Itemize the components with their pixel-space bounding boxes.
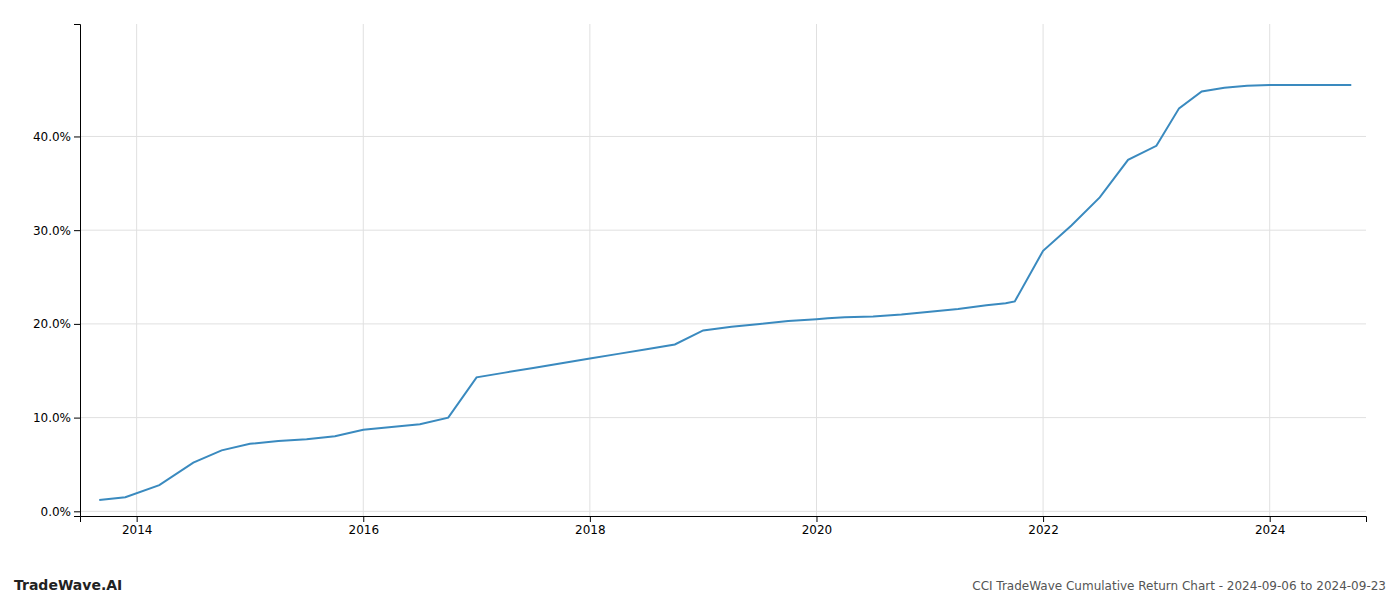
x-tick-label: 2016 xyxy=(348,523,379,537)
y-tick-label: 20.0% xyxy=(33,317,71,331)
x-tick-mark xyxy=(1270,516,1271,522)
x-tick-label: 2020 xyxy=(802,523,833,537)
line xyxy=(99,85,1351,500)
y-tick-mark xyxy=(74,511,80,512)
x-tick-mark xyxy=(363,516,364,522)
grid-line-y xyxy=(80,417,1366,418)
y-tick-mark xyxy=(74,418,80,419)
watermark: TradeWave.AI xyxy=(14,577,122,593)
y-tick-mark xyxy=(74,230,80,231)
plot-area: 2014 2016 2018 2020 2022 2024 0.0% 10.0% 20.0% 30… xyxy=(33,24,1367,537)
y-axis-line xyxy=(74,25,81,517)
y-tick-label: 40.0% xyxy=(33,130,71,144)
x-tick-label: 2022 xyxy=(1028,523,1059,537)
x-tick-mark xyxy=(1043,516,1044,522)
grid-line-x xyxy=(1043,24,1044,516)
x-tick-label: 2024 xyxy=(1255,523,1286,537)
x-axis-line xyxy=(81,517,1367,523)
x-tick-mark xyxy=(137,516,138,522)
y-tick: 40.0% xyxy=(33,130,80,144)
y-tick-label: 0.0% xyxy=(41,505,72,519)
y-tick: 20.0% xyxy=(33,317,80,331)
y-tick-mark xyxy=(74,136,80,137)
x-tick: 2016 xyxy=(348,516,379,537)
x-tick: 2022 xyxy=(1028,516,1059,537)
grid-line-x xyxy=(363,24,364,516)
x-tick-mark xyxy=(816,516,817,522)
grid xyxy=(80,24,1366,516)
grid-line-x xyxy=(589,24,590,516)
grid-line-x xyxy=(136,24,137,516)
marks xyxy=(99,85,1351,500)
y-tick-mark xyxy=(74,324,80,325)
grid-line-y xyxy=(80,230,1366,231)
grid-line-x xyxy=(816,24,817,516)
grid-line-y xyxy=(80,511,1366,512)
chart: 2014 2016 2018 2020 2022 2024 0.0% 10.0% 20.0% 30… xyxy=(0,0,1400,600)
x-tick: 2020 xyxy=(802,516,833,537)
x-tick-label: 2018 xyxy=(575,523,606,537)
y-tick-label: 10.0% xyxy=(33,411,71,425)
title: CCI TradeWave Cumulative Return Chart - … xyxy=(972,579,1386,593)
y-tick-label: 30.0% xyxy=(33,224,71,238)
y-tick: 0.0% xyxy=(41,505,81,519)
y-tick: 10.0% xyxy=(33,411,80,425)
x-axis: 2014 2016 2018 2020 2022 2024 xyxy=(81,516,1367,537)
grid-line-x xyxy=(1269,24,1270,516)
grid-line-y xyxy=(80,323,1366,324)
x-tick: 2024 xyxy=(1255,516,1286,537)
x-tick: 2018 xyxy=(575,516,606,537)
grid-line-y xyxy=(80,136,1366,137)
x-tick-mark xyxy=(590,516,591,522)
y-tick: 30.0% xyxy=(33,224,80,238)
x-tick-label: 2014 xyxy=(122,523,153,537)
y-axis: 0.0% 10.0% 20.0% 30.0% 40.0% xyxy=(33,25,81,519)
x-tick: 2014 xyxy=(122,516,153,537)
